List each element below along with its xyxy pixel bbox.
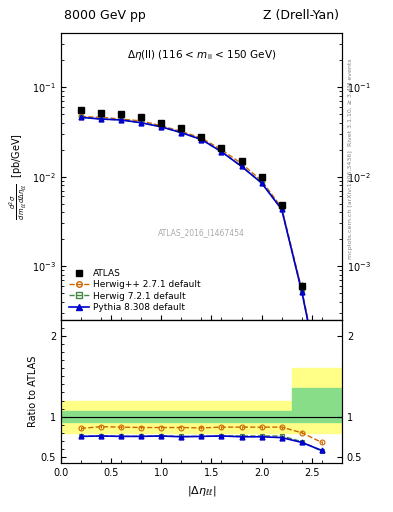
Legend: ATLAS, Herwig++ 2.7.1 default, Herwig 7.2.1 default, Pythia 8.308 default: ATLAS, Herwig++ 2.7.1 default, Herwig 7.… — [65, 266, 205, 315]
Text: ATLAS_2016_I1467454: ATLAS_2016_I1467454 — [158, 228, 245, 237]
Text: 8000 GeV pp: 8000 GeV pp — [64, 9, 145, 22]
Bar — [61, 400, 292, 433]
Text: Z (Drell-Yan): Z (Drell-Yan) — [263, 9, 339, 22]
Bar — [292, 368, 342, 433]
Text: Rivet 3.1.10, ≥ 3.4M events: Rivet 3.1.10, ≥ 3.4M events — [348, 58, 353, 146]
X-axis label: $|\Delta\eta_{\ell\ell}|$: $|\Delta\eta_{\ell\ell}|$ — [187, 484, 216, 498]
Bar — [292, 389, 342, 422]
Y-axis label: Ratio to ATLAS: Ratio to ATLAS — [28, 356, 38, 428]
Text: mcplots.cern.ch [arXiv:1306.3436]: mcplots.cern.ch [arXiv:1306.3436] — [348, 151, 353, 259]
Y-axis label: $\frac{d^2\sigma}{d\,m_{\ell\ell}^{}\,d\Delta\eta_{\ell\ell}^{}}$  [pb/GeV]: $\frac{d^2\sigma}{d\,m_{\ell\ell}^{}\,d\… — [7, 133, 29, 220]
Text: $\Delta\eta$(ll) (116 < $m_{\rm ll}$ < 150 GeV): $\Delta\eta$(ll) (116 < $m_{\rm ll}$ < 1… — [127, 48, 276, 61]
Bar — [61, 411, 292, 422]
